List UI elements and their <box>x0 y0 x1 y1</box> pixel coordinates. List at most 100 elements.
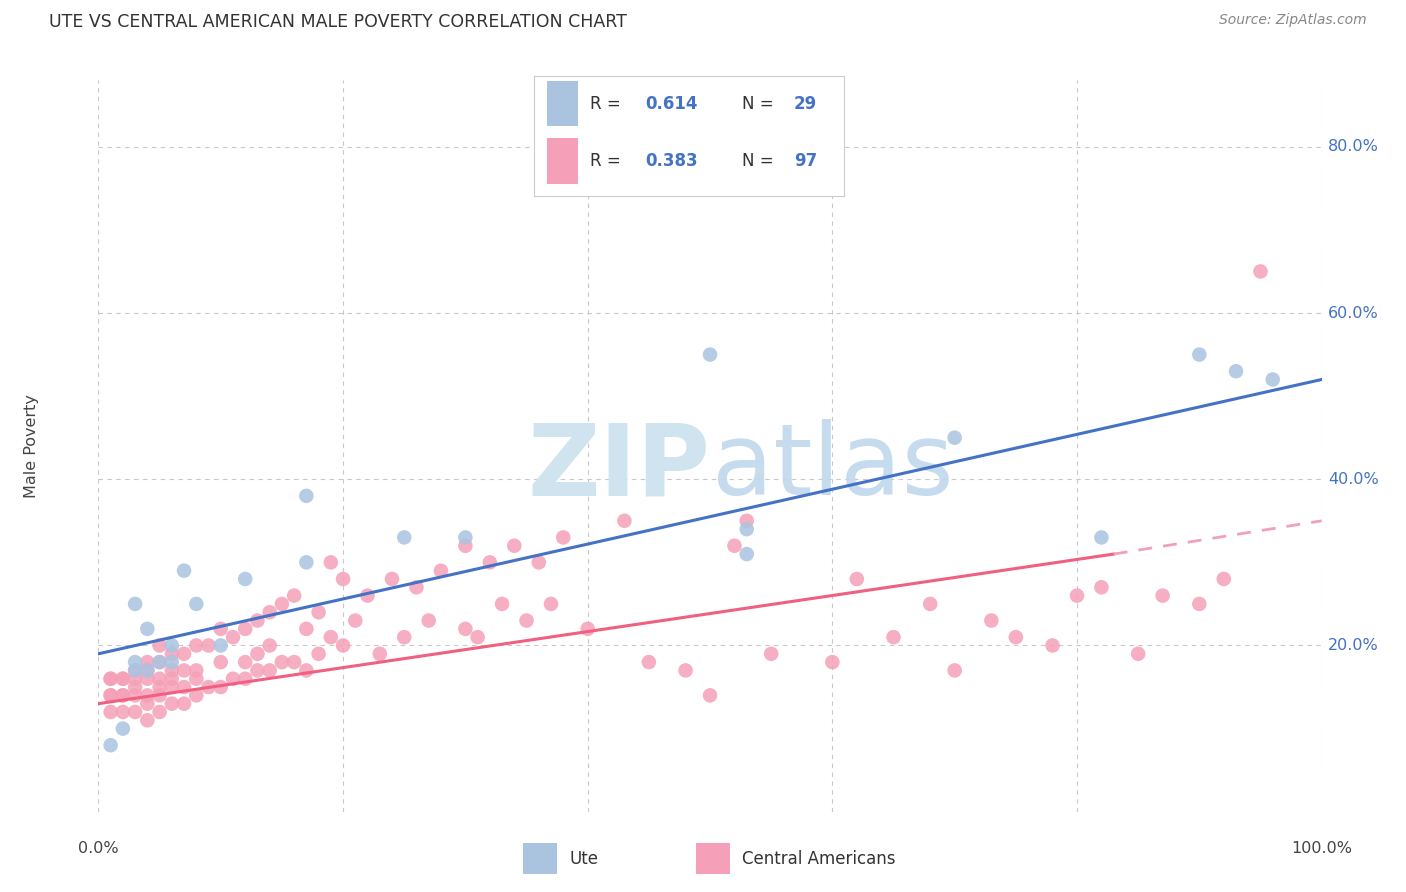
Text: 97: 97 <box>794 153 817 170</box>
Point <box>149 639 172 653</box>
Point <box>111 722 134 736</box>
Text: 0.383: 0.383 <box>645 153 699 170</box>
Bar <box>547 138 578 185</box>
Point <box>149 689 172 703</box>
Point <box>246 664 269 678</box>
Point <box>160 664 183 678</box>
Point <box>392 530 416 544</box>
Point <box>149 705 172 719</box>
Point <box>1188 347 1211 362</box>
Point <box>283 655 305 669</box>
Point <box>246 614 269 628</box>
Point <box>149 655 172 669</box>
Text: 29: 29 <box>794 95 817 112</box>
Point <box>111 705 134 719</box>
Point <box>943 431 966 445</box>
Point <box>699 347 721 362</box>
Point <box>160 647 183 661</box>
Point <box>308 605 330 619</box>
Point <box>136 655 159 669</box>
Point <box>149 672 172 686</box>
Point <box>1249 264 1271 278</box>
Point <box>186 689 208 703</box>
Point <box>467 630 489 644</box>
Point <box>124 655 146 669</box>
Point <box>270 597 294 611</box>
Point <box>1066 589 1088 603</box>
Point <box>319 630 342 644</box>
Point <box>124 597 146 611</box>
Point <box>111 672 134 686</box>
Point <box>136 664 159 678</box>
Point <box>259 664 281 678</box>
Point <box>1152 589 1174 603</box>
Text: ZIP: ZIP <box>527 419 710 516</box>
Point <box>160 639 183 653</box>
Text: Male Poverty: Male Poverty <box>24 394 38 498</box>
Point <box>356 589 378 603</box>
Point <box>100 689 122 703</box>
Point <box>100 738 122 752</box>
Point <box>233 672 256 686</box>
Point <box>295 664 318 678</box>
Point <box>209 655 232 669</box>
Point <box>503 539 526 553</box>
Point <box>540 597 562 611</box>
Text: 100.0%: 100.0% <box>1291 841 1353 856</box>
Point <box>344 614 367 628</box>
Point <box>418 614 440 628</box>
Point <box>491 597 513 611</box>
Point <box>136 672 159 686</box>
Point <box>405 580 427 594</box>
Point <box>100 672 122 686</box>
Point <box>1188 597 1211 611</box>
Point <box>613 514 636 528</box>
Text: 60.0%: 60.0% <box>1327 306 1378 320</box>
Point <box>173 697 195 711</box>
Point <box>845 572 868 586</box>
Point <box>821 655 844 669</box>
Point <box>454 530 477 544</box>
Point <box>430 564 453 578</box>
Point <box>197 639 219 653</box>
Point <box>735 547 758 561</box>
Point <box>515 614 537 628</box>
Point <box>124 705 146 719</box>
Point <box>124 689 146 703</box>
Point <box>883 630 905 644</box>
Bar <box>696 843 730 874</box>
Point <box>270 655 294 669</box>
Point <box>173 564 195 578</box>
Point <box>246 647 269 661</box>
Point <box>222 630 245 644</box>
Point <box>295 489 318 503</box>
Text: 80.0%: 80.0% <box>1327 139 1379 154</box>
Point <box>454 539 477 553</box>
Point <box>259 605 281 619</box>
Point <box>136 622 159 636</box>
Point <box>136 689 159 703</box>
Point <box>124 680 146 694</box>
Point <box>222 672 245 686</box>
Point <box>332 639 354 653</box>
Point <box>283 589 305 603</box>
Point <box>100 705 122 719</box>
Point <box>319 555 342 569</box>
Point <box>259 639 281 653</box>
Bar <box>523 843 557 874</box>
Point <box>160 655 183 669</box>
Text: 20.0%: 20.0% <box>1327 638 1378 653</box>
Point <box>209 639 232 653</box>
Point <box>111 689 134 703</box>
Point <box>173 647 195 661</box>
Text: UTE VS CENTRAL AMERICAN MALE POVERTY CORRELATION CHART: UTE VS CENTRAL AMERICAN MALE POVERTY COR… <box>49 13 627 31</box>
Text: atlas: atlas <box>713 419 955 516</box>
Point <box>637 655 661 669</box>
Point <box>124 672 146 686</box>
Text: N =: N = <box>741 95 779 112</box>
Point <box>943 664 966 678</box>
Point <box>136 664 159 678</box>
Point <box>1128 647 1150 661</box>
Point <box>136 697 159 711</box>
Point <box>100 689 122 703</box>
